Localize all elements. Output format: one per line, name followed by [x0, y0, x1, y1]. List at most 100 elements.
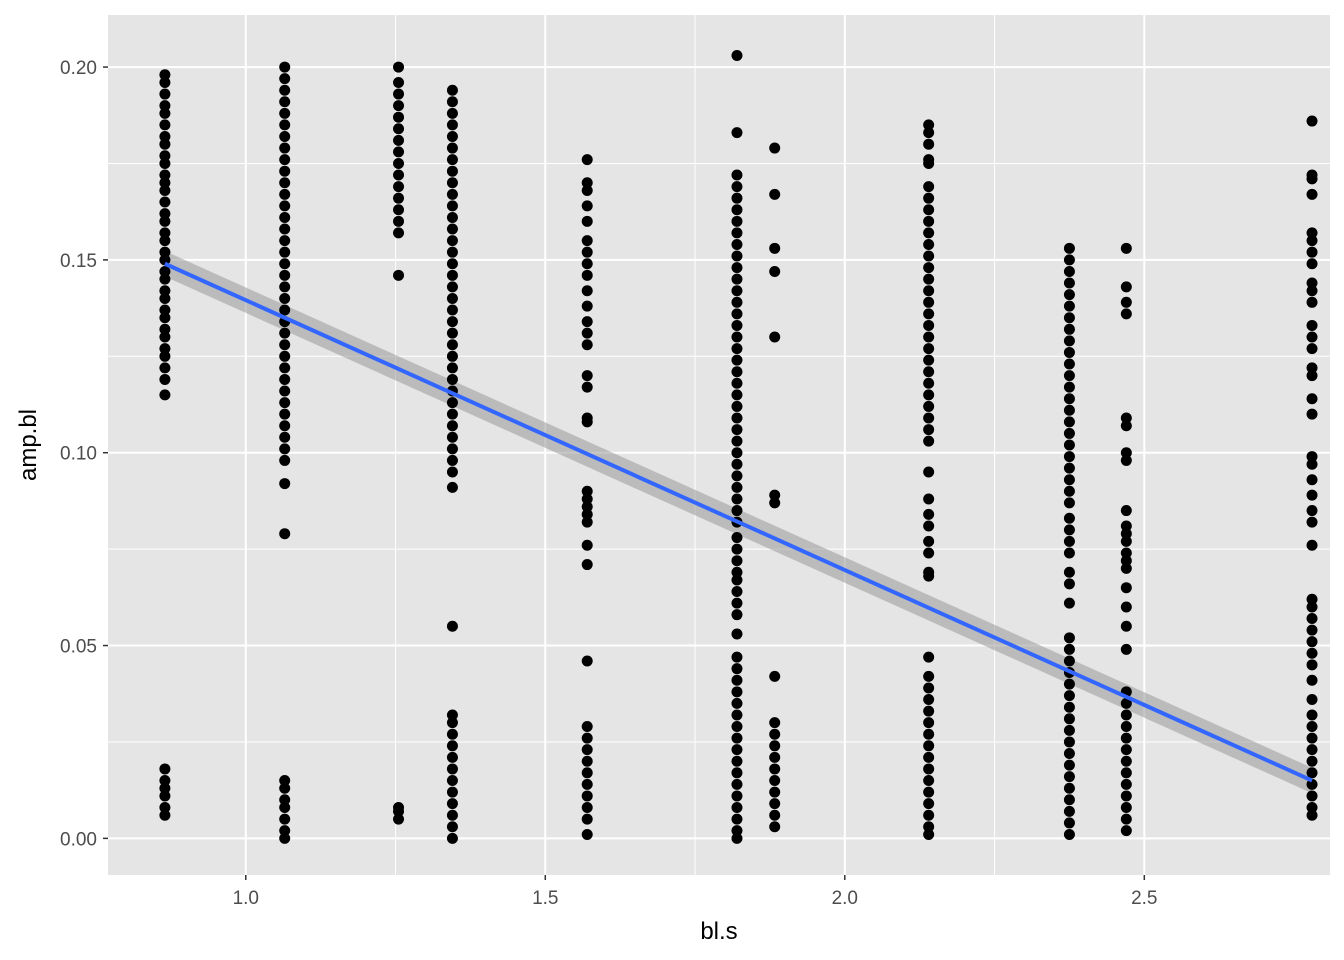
data-point	[923, 508, 935, 520]
trend-line	[164, 261, 1313, 783]
data-point	[923, 651, 935, 663]
data-point	[923, 238, 935, 250]
data-point	[581, 416, 593, 428]
data-point	[446, 211, 458, 223]
data-point	[1306, 331, 1318, 343]
data-point	[446, 740, 458, 752]
data-point	[446, 362, 458, 374]
data-point	[731, 628, 743, 640]
data-point	[279, 142, 291, 154]
data-point	[1306, 721, 1318, 733]
data-point	[769, 670, 781, 682]
data-point	[279, 223, 291, 235]
data-point	[731, 651, 743, 663]
data-point	[393, 813, 405, 825]
data-point	[581, 258, 593, 270]
data-point	[279, 794, 291, 806]
data-point	[581, 508, 593, 520]
data-point	[581, 744, 593, 756]
data-point	[731, 127, 743, 139]
data-point	[731, 790, 743, 802]
data-point	[923, 262, 935, 274]
data-point	[769, 717, 781, 729]
data-point	[1306, 613, 1318, 625]
data-point	[731, 447, 743, 459]
x-axis-title: bl.s	[700, 918, 737, 945]
data-point	[1063, 427, 1075, 439]
data-point	[446, 281, 458, 293]
data-point	[731, 192, 743, 204]
data-point	[446, 292, 458, 304]
data-point	[923, 751, 935, 763]
data-points-layer	[159, 49, 1318, 844]
plot-panel	[108, 15, 1330, 875]
data-point	[923, 740, 935, 752]
data-point	[279, 96, 291, 108]
data-point	[1120, 505, 1132, 517]
data-point	[446, 107, 458, 119]
data-point	[1063, 512, 1075, 524]
data-point	[446, 316, 458, 328]
data-point	[446, 188, 458, 200]
data-point	[731, 825, 743, 837]
data-point	[159, 389, 171, 401]
data-point	[159, 177, 171, 189]
data-point	[279, 339, 291, 351]
data-point	[923, 250, 935, 262]
data-point	[1120, 721, 1132, 733]
data-point	[769, 497, 781, 509]
data-point	[923, 493, 935, 505]
data-point	[159, 107, 171, 119]
data-point	[1306, 285, 1318, 297]
data-point	[769, 775, 781, 787]
data-point	[1306, 732, 1318, 744]
data-point	[446, 420, 458, 432]
data-point	[279, 478, 291, 490]
data-point	[279, 269, 291, 281]
data-point	[731, 767, 743, 779]
data-point	[279, 84, 291, 96]
data-point	[731, 435, 743, 447]
data-point	[1063, 451, 1075, 463]
data-point	[923, 215, 935, 227]
data-point	[581, 829, 593, 841]
data-point	[159, 304, 171, 316]
data-point	[159, 246, 171, 258]
data-point	[731, 686, 743, 698]
data-point	[279, 246, 291, 258]
data-point	[446, 431, 458, 443]
data-point	[1306, 489, 1318, 501]
data-point	[279, 431, 291, 443]
data-point	[159, 362, 171, 374]
y-tick-label: 0.20	[60, 58, 97, 79]
data-point	[731, 493, 743, 505]
data-point	[769, 728, 781, 740]
data-point	[581, 539, 593, 551]
data-point	[279, 61, 291, 73]
data-point	[923, 535, 935, 547]
data-point	[1306, 624, 1318, 636]
data-point	[731, 802, 743, 814]
data-point	[1063, 782, 1075, 794]
data-point	[279, 832, 291, 844]
data-point	[446, 408, 458, 420]
data-point	[769, 331, 781, 343]
data-point	[446, 258, 458, 270]
data-point	[159, 100, 171, 112]
data-point	[769, 489, 781, 501]
data-point	[923, 354, 935, 366]
data-point	[279, 154, 291, 166]
data-point	[923, 296, 935, 308]
data-point	[279, 782, 291, 794]
data-point	[393, 204, 405, 216]
data-point	[159, 184, 171, 196]
data-point	[923, 127, 935, 139]
data-point	[731, 366, 743, 378]
data-point	[279, 258, 291, 270]
data-point	[159, 782, 171, 794]
data-point	[769, 809, 781, 821]
data-point	[731, 273, 743, 285]
data-point	[581, 316, 593, 328]
data-point	[1063, 690, 1075, 702]
data-point	[279, 188, 291, 200]
